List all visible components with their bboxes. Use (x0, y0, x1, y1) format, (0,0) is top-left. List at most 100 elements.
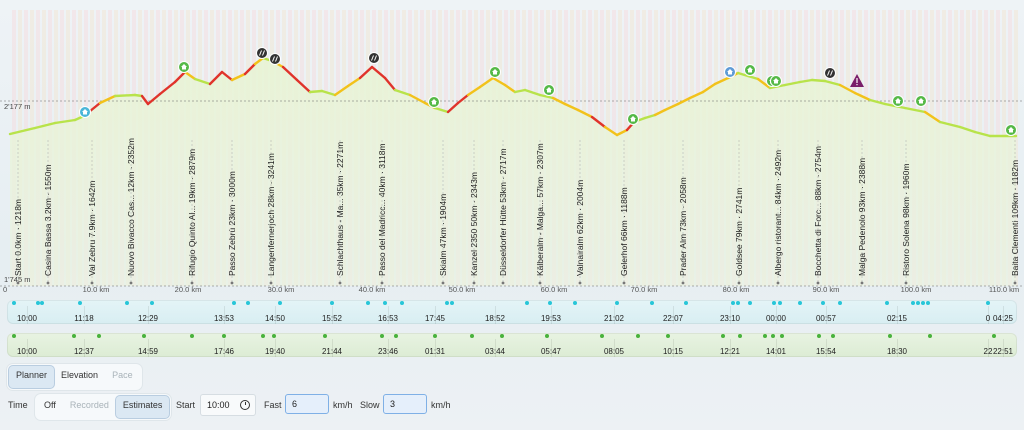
house-icon[interactable] (1005, 124, 1017, 136)
time-off-button[interactable]: Off (44, 400, 56, 410)
waypoint-label: Casina Bassa 3.2km · 1550m (43, 165, 53, 277)
start-time-input[interactable]: 10:00 (200, 394, 256, 416)
waypoint-tick (816, 281, 820, 285)
waypoint-label: Val Zebru 7.9km · 1642m (87, 181, 97, 276)
time-tick (27, 306, 28, 324)
km-tick-label: 70.0 km (631, 285, 658, 294)
route-segment (513, 88, 527, 94)
route-segment (523, 88, 542, 97)
time-dot (272, 334, 276, 338)
route-segment (243, 62, 257, 76)
time-tick (388, 339, 389, 357)
time-dot (888, 334, 892, 338)
time-tick (275, 306, 276, 324)
route-segment (393, 88, 412, 97)
time-dot (821, 301, 825, 305)
time-tick (551, 306, 552, 324)
time-tick (614, 339, 615, 357)
time-estimates-button[interactable]: Estimates (115, 396, 170, 418)
time-dot (222, 334, 226, 338)
time-tick (614, 306, 615, 324)
slow-time-bar[interactable]: 10:00 12:37 14:59 17:46 19:40 21:44 23:46 01:31… (7, 333, 1017, 357)
house-icon[interactable] (915, 95, 927, 107)
time-tick (275, 339, 276, 357)
route-segment (33, 121, 57, 130)
house-icon[interactable] (489, 66, 501, 78)
route-segment (838, 83, 857, 95)
time-dot (383, 301, 387, 305)
waypoint-tick (190, 281, 194, 285)
tab-planner[interactable]: Planner (9, 366, 55, 388)
house-icon[interactable] (79, 106, 91, 118)
time-dot (736, 301, 740, 305)
time-tick (551, 339, 552, 357)
time-dot (246, 301, 250, 305)
elevation-profile-chart[interactable]: 2'177 m 1'745 m Start 0.0km · 1218m Casin… (0, 0, 1024, 300)
waypoint-label: Kälberalm - Malga... 57km · 2307m (535, 143, 545, 276)
time-label: 13:53 (213, 314, 235, 323)
route-segment (456, 93, 470, 105)
house-icon[interactable] (770, 75, 782, 87)
km-tick-label: 80.0 km (723, 285, 750, 294)
route-segment (478, 76, 495, 89)
time-tick (673, 339, 674, 357)
time-tick (988, 339, 989, 357)
mountain-pass-icon[interactable] (256, 47, 268, 59)
house-icon[interactable] (428, 96, 440, 108)
time-label: 14:50 (264, 314, 286, 323)
time-tick (27, 339, 28, 357)
route-segment (653, 108, 667, 117)
time-dot (666, 334, 670, 338)
waypoint-tick (46, 281, 50, 285)
km-tick-label: 20.0 km (175, 285, 202, 294)
house-icon[interactable] (178, 61, 190, 73)
route-segment (688, 90, 705, 100)
house-icon[interactable] (892, 95, 904, 107)
mountain-pass-icon[interactable] (368, 52, 380, 64)
time-label: 14:01 (765, 347, 787, 356)
time-tick (897, 306, 898, 324)
ref-elevation-label: 2'177 m (4, 102, 30, 111)
waypoint-label: Düsseldorfer Hütte 53km · 2717m (498, 148, 508, 276)
route-segment (253, 56, 265, 66)
base-elevation-label: 1'745 m (4, 275, 30, 284)
time-label: 18:30 (886, 347, 908, 356)
route-segment (615, 128, 629, 137)
time-dot (500, 334, 504, 338)
route-segment (958, 125, 977, 134)
time-dot (323, 334, 327, 338)
time-label: 15:52 (321, 314, 343, 323)
house-icon[interactable] (627, 113, 639, 125)
time-label: 10:00 (16, 347, 38, 356)
route-segment (358, 65, 374, 80)
house-icon[interactable] (724, 66, 736, 78)
slow-speed-input[interactable] (383, 394, 427, 414)
route-segment (183, 70, 197, 81)
time-dot (12, 301, 16, 305)
time-dot (366, 301, 370, 305)
mountain-pass-icon[interactable] (824, 67, 836, 79)
warning-icon[interactable] (850, 74, 864, 87)
time-label: 00:57 (815, 314, 837, 323)
mountain-pass-icon[interactable] (269, 53, 281, 65)
time-tick (897, 339, 898, 357)
house-icon[interactable] (543, 84, 555, 96)
fast-speed-input[interactable] (285, 394, 329, 414)
time-dot (992, 334, 996, 338)
route-segment (903, 106, 927, 114)
time-label: 14:59 (137, 347, 159, 356)
house-icon[interactable] (744, 64, 756, 76)
time-dot (142, 334, 146, 338)
tab-pace[interactable]: Pace (112, 370, 133, 380)
time-dot (433, 334, 437, 338)
route-segment (676, 96, 692, 106)
time-dot (636, 334, 640, 338)
route-segment (446, 101, 460, 114)
time-dot (684, 301, 688, 305)
time-dot (445, 301, 449, 305)
time-recorded-button[interactable]: Recorded (69, 400, 109, 410)
time-tick (730, 339, 731, 357)
route-segment (590, 115, 607, 129)
tab-elevation[interactable]: Elevation (61, 370, 99, 380)
fast-time-bar[interactable]: 10:00 11:18 12:29 13:53 14:50 15:52 16:53 17:45… (7, 300, 1017, 324)
